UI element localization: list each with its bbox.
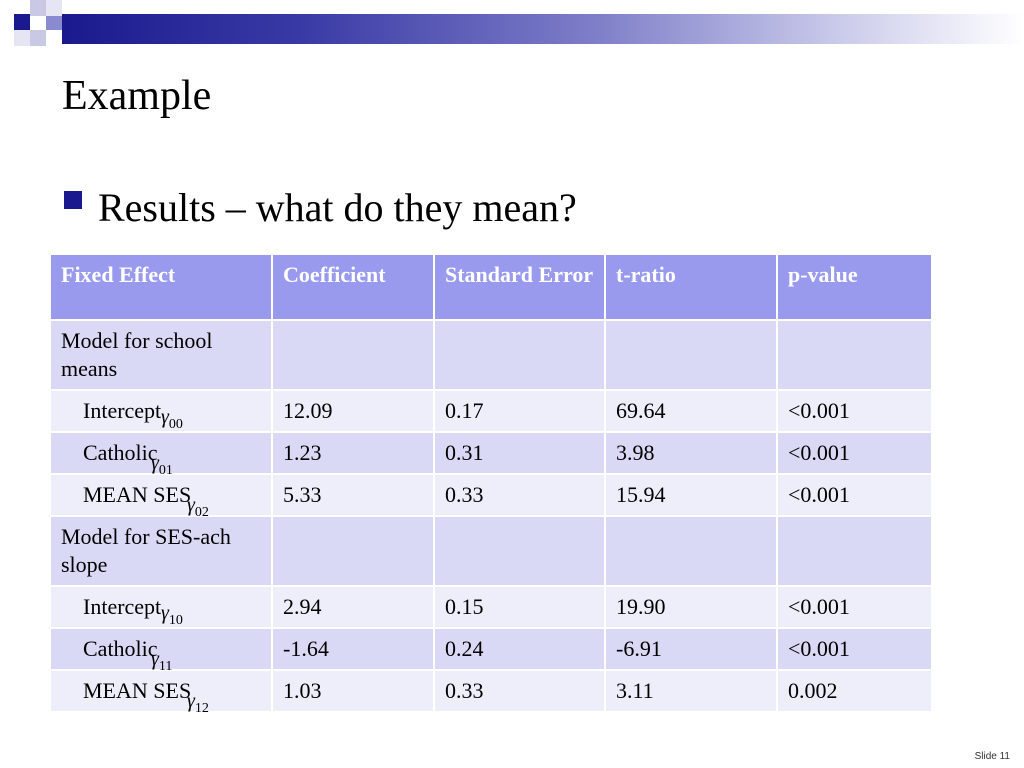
cell-standard-error (434, 516, 606, 587)
cell-p-value: <0.001 (777, 390, 933, 433)
cell-coefficient: 1.23 (272, 432, 435, 475)
bullet-square-icon (64, 190, 82, 209)
gamma-letter: γ (161, 406, 169, 428)
decoration-square (46, 30, 62, 46)
cell-p-value: <0.001 (777, 432, 933, 475)
decoration-square (30, 0, 46, 16)
table-header-row: Fixed Effect Coefficient Standard Error … (51, 255, 933, 321)
cell-t-ratio (605, 516, 778, 587)
cell-fixed-effect: MEAN SES γ02 (51, 474, 273, 520)
decoration-square (30, 30, 46, 46)
cell-fixed-effect: Intercept γ00 (51, 390, 273, 433)
cell-p-value: <0.001 (777, 586, 933, 629)
header-fixed-effect: Fixed Effect (51, 255, 273, 321)
cell-coefficient: -1.64 (272, 628, 435, 671)
effect-label: MEAN SES (83, 678, 192, 703)
table-row: MEAN SES γ02 5.33 0.33 15.94 <0.001 (51, 474, 933, 520)
cell-t-ratio: 69.64 (605, 390, 778, 433)
effect-label: Model for SES-ach slope (61, 524, 231, 577)
gamma-subscript: 02 (194, 505, 209, 520)
header-t-ratio: t-ratio (605, 255, 778, 321)
gamma-symbol: γ12 (187, 687, 209, 723)
cell-standard-error: 0.33 (434, 670, 606, 713)
header-standard-error: Standard Error (434, 255, 606, 321)
cell-p-value: 0.002 (777, 670, 933, 713)
table-row: Intercept γ10 2.94 0.15 19.90 <0.001 (51, 586, 933, 629)
bullet-text: Results – what do they mean? (98, 185, 577, 230)
gamma-subscript: 10 (168, 613, 183, 628)
cell-t-ratio: 15.94 (605, 474, 778, 517)
gamma-symbol: γ00 (161, 403, 183, 439)
table-section-row: Model for school means (51, 320, 933, 391)
cell-fixed-effect: MEAN SES γ12 (51, 670, 273, 716)
effect-label: Intercept (83, 398, 162, 423)
decoration-square (14, 30, 30, 46)
cell-coefficient (272, 320, 435, 391)
cell-standard-error: 0.33 (434, 474, 606, 517)
gamma-symbol: γ10 (161, 599, 183, 635)
cell-fixed-effect: Intercept γ10 (51, 586, 273, 629)
gamma-letter: γ (151, 452, 159, 474)
cell-coefficient: 12.09 (272, 390, 435, 433)
cell-coefficient (272, 516, 435, 587)
gamma-letter: γ (161, 602, 169, 624)
results-table: Fixed Effect Coefficient Standard Error … (51, 255, 933, 716)
cell-p-value: <0.001 (777, 474, 933, 517)
cell-coefficient: 1.03 (272, 670, 435, 713)
gamma-subscript: 12 (194, 701, 209, 716)
decoration-square (46, 14, 62, 30)
cell-t-ratio: 3.98 (605, 432, 778, 475)
cell-standard-error (434, 320, 606, 391)
bullet-item: Results – what do they mean? (64, 184, 577, 231)
cell-coefficient: 5.33 (272, 474, 435, 517)
cell-fixed-effect: Model for SES-ach slope (51, 516, 273, 587)
table-row: Catholic γ01 1.23 0.31 3.98 <0.001 (51, 432, 933, 478)
cell-t-ratio (605, 320, 778, 391)
effect-label: Intercept (83, 594, 162, 619)
gamma-letter: γ (151, 648, 159, 670)
gamma-letter: γ (187, 494, 195, 516)
effect-label: Catholic (83, 440, 158, 465)
cell-p-value: <0.001 (777, 628, 933, 671)
header-coefficient: Coefficient (272, 255, 435, 321)
cell-t-ratio: -6.91 (605, 628, 778, 671)
header-p-value: p-value (777, 255, 933, 321)
effect-label: Model for school means (61, 328, 213, 381)
gamma-subscript: 00 (168, 417, 183, 432)
decoration-square (46, 0, 62, 16)
table-row: Catholic γ11 -1.64 0.24 -6.91 <0.001 (51, 628, 933, 674)
cell-standard-error: 0.31 (434, 432, 606, 475)
cell-t-ratio: 3.11 (605, 670, 778, 713)
gamma-symbol: γ02 (187, 491, 209, 527)
slide-title: Example (62, 73, 212, 119)
cell-t-ratio: 19.90 (605, 586, 778, 629)
header-decoration-bar (62, 14, 1024, 44)
cell-standard-error: 0.15 (434, 586, 606, 629)
gamma-letter: γ (187, 690, 195, 712)
table-section-row: Model for SES-ach slope (51, 516, 933, 587)
cell-fixed-effect: Catholic γ01 (51, 432, 273, 478)
effect-label: Catholic (83, 636, 158, 661)
cell-standard-error: 0.17 (434, 390, 606, 433)
table-row: MEAN SES γ12 1.03 0.33 3.11 0.002 (51, 670, 933, 716)
table-body: Model for school means Intercept γ00 12.09 0… (51, 320, 933, 716)
cell-fixed-effect: Catholic γ11 (51, 628, 273, 674)
effect-label: MEAN SES (83, 482, 192, 507)
cell-p-value (777, 320, 933, 391)
cell-coefficient: 2.94 (272, 586, 435, 629)
cell-fixed-effect: Model for school means (51, 320, 273, 391)
cell-standard-error: 0.24 (434, 628, 606, 671)
cell-p-value (777, 516, 933, 587)
decoration-square (14, 14, 30, 30)
table-row: Intercept γ00 12.09 0.17 69.64 <0.001 (51, 390, 933, 433)
slide-number: Slide 11 (974, 751, 1010, 762)
